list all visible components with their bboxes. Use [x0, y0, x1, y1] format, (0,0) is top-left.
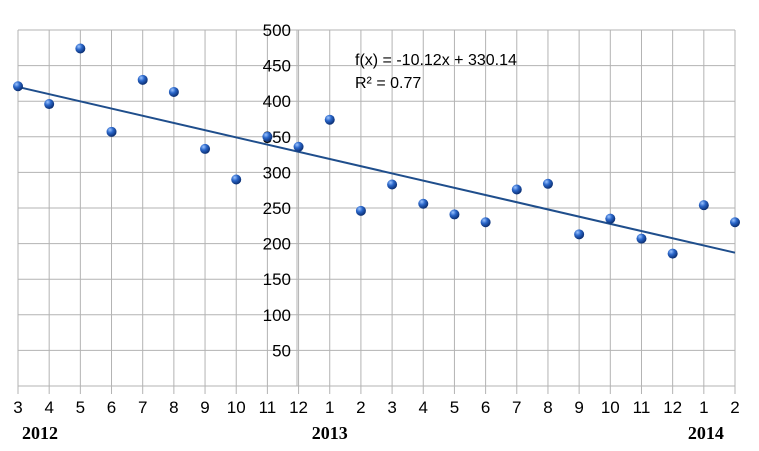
year-label: 2014	[688, 423, 724, 443]
data-point	[106, 126, 117, 137]
trendline-equation: f(x) = -10.12x + 330.14	[355, 52, 517, 69]
y-tick-label: 100	[263, 306, 291, 325]
data-point	[636, 233, 647, 244]
year-label: 2013	[312, 423, 348, 443]
x-axis-tick-labels: 3 4 5 6 7 8 9 10 11 12 1 2 3 4 5 6 7 8 9 10 11 12 1 2	[13, 398, 739, 417]
data-point	[231, 174, 242, 185]
data-point	[730, 217, 740, 228]
y-tick-label: 150	[263, 270, 291, 289]
data-point	[44, 99, 55, 110]
data-point	[667, 248, 678, 259]
data-point	[13, 81, 23, 92]
x-tick-label: 11	[633, 398, 651, 417]
data-points	[13, 43, 740, 259]
x-tick-label: 8	[169, 398, 178, 417]
data-point	[324, 114, 335, 125]
y-tick-label: 200	[263, 235, 291, 254]
data-point	[418, 198, 429, 209]
x-tick-label: 9	[200, 398, 209, 417]
x-tick-label: 6	[107, 398, 116, 417]
data-point	[480, 217, 491, 228]
x-tick-label: 8	[543, 398, 552, 417]
x-tick-label: 10	[601, 398, 620, 417]
data-point	[698, 200, 709, 211]
x-tick-label: 12	[663, 398, 682, 417]
data-point	[387, 179, 398, 190]
x-tick-label: 5	[450, 398, 459, 417]
data-point	[542, 178, 553, 189]
x-tick-label: 1	[325, 398, 334, 417]
x-tick-label: 1	[699, 398, 708, 417]
x-tick-label: 2	[730, 398, 739, 417]
trendline-path	[17, 85, 736, 254]
data-point	[511, 184, 522, 195]
data-point	[574, 229, 585, 240]
year-label: 2012	[22, 423, 58, 443]
y-tick-label: 450	[263, 57, 291, 76]
year-labels: 2012 2013 2014	[22, 423, 724, 443]
x-tick-label: 6	[481, 398, 490, 417]
x-tick-label: 10	[227, 398, 246, 417]
trendline	[17, 85, 736, 254]
axes	[18, 30, 735, 387]
x-tick-label: 9	[574, 398, 583, 417]
x-tick-label: 3	[387, 398, 396, 417]
data-point	[168, 86, 179, 97]
data-point	[605, 213, 616, 224]
data-point	[200, 143, 211, 154]
x-tick-label: 5	[76, 398, 85, 417]
x-tick-label: 11	[259, 398, 277, 417]
y-tick-label: 50	[272, 341, 291, 360]
data-point	[137, 74, 148, 85]
x-tick-label: 3	[13, 398, 22, 417]
x-tick-label: 7	[512, 398, 521, 417]
x-tick-label: 4	[419, 398, 428, 417]
x-tick-label: 4	[44, 398, 53, 417]
data-point	[449, 209, 460, 220]
data-point	[293, 141, 304, 152]
x-tick-label: 7	[138, 398, 147, 417]
y-tick-label: 500	[263, 21, 291, 40]
y-tick-label: 400	[263, 92, 291, 111]
trendline-r-squared: R² = 0.77	[355, 75, 421, 92]
data-point	[75, 43, 86, 54]
y-tick-label: 300	[263, 163, 291, 182]
data-point	[262, 131, 273, 142]
data-point	[355, 205, 366, 216]
x-tick-label: 12	[289, 398, 308, 417]
x-tick-label: 2	[356, 398, 365, 417]
y-tick-label: 250	[263, 199, 291, 218]
